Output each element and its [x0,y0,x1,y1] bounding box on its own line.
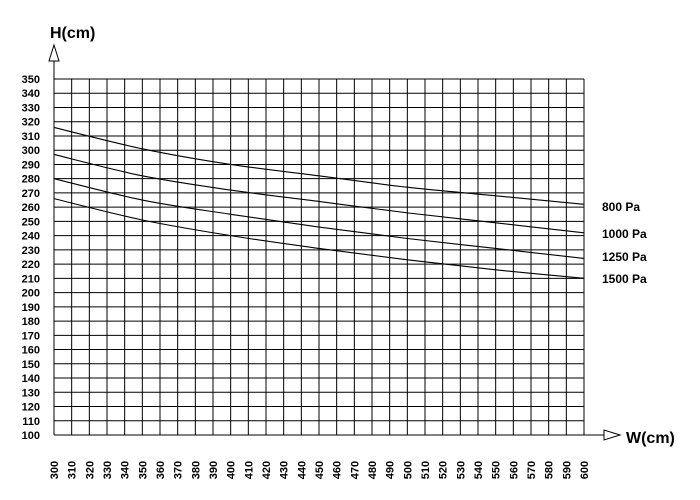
series-label: 1500 Pa [602,272,647,286]
x-tick-label: 440 [296,461,308,479]
y-tick-label: 350 [22,74,40,86]
x-tick-label: 540 [473,461,485,479]
y-tick-label: 160 [22,345,40,357]
y-tick-label: 230 [22,245,40,257]
y-tick-label: 170 [22,330,40,342]
x-tick-label: 360 [155,461,167,479]
y-tick-label: 280 [22,174,40,186]
y-tick-label: 150 [22,359,40,371]
x-tick-label: 330 [102,461,114,479]
y-tick-label: 240 [22,231,40,243]
x-tick-label: 590 [561,461,573,479]
x-tick-labels: 300 310 320 330 340 350 360 370 380 390 400 410 420 4… [49,461,591,479]
axes [48,43,622,441]
x-tick-label: 400 [226,461,238,479]
x-tick-label: 420 [261,461,273,479]
series-lines [53,126,585,279]
y-tick-label: 210 [22,273,40,285]
x-tick-label: 320 [84,461,96,479]
x-tick-label: 500 [402,461,414,479]
x-tick-label: 600 [579,461,591,479]
y-tick-label: 330 [22,102,40,114]
series-line [53,178,585,259]
x-tick-label: 520 [438,461,450,479]
x-tick-label: 510 [420,461,432,479]
y-tick-label: 340 [22,88,40,100]
x-tick-label: 550 [491,461,503,479]
x-tick-label: 340 [120,461,132,479]
x-tick-label: 430 [279,461,291,479]
grid [53,78,585,436]
x-tick-label: 570 [526,461,538,479]
x-tick-label: 380 [190,461,202,479]
y-tick-label: 300 [22,145,40,157]
x-tick-label: 530 [455,461,467,479]
x-tick-label: 580 [544,461,556,479]
x-tick-label: 460 [332,461,344,479]
series-label: 1000 Pa [602,227,647,241]
y-tick-label: 190 [22,302,40,314]
series-line [53,198,585,279]
x-axis-arrow-icon [603,429,622,441]
x-tick-label: 560 [508,461,520,479]
y-tick-label: 220 [22,259,40,271]
x-tick-label: 390 [208,461,220,479]
y-tick-label: 320 [22,117,40,129]
x-tick-label: 310 [67,461,79,479]
x-tick-label: 450 [314,461,326,479]
x-tick-label: 490 [385,461,397,479]
y-tick-label: 310 [22,131,40,143]
x-axis-title: W(cm) [626,430,675,447]
y-tick-label: 200 [22,288,40,300]
series-line [53,153,585,234]
y-tick-label: 130 [22,387,40,399]
y-tick-label: 100 [22,430,40,442]
y-tick-label: 140 [22,373,40,385]
y-tick-label: 110 [22,416,40,428]
series-labels: 800 Pa 1000 Pa 1250 Pa 1500 Pa [602,200,647,286]
series-label: 800 Pa [602,200,640,214]
x-tick-label: 350 [137,461,149,479]
x-tick-label: 480 [367,461,379,479]
y-tick-label: 260 [22,202,40,214]
y-tick-labels: 100 110 120 130 140 150 160 170 180 190 200 210 220 2… [22,74,40,442]
x-tick-label: 470 [349,461,361,479]
y-tick-label: 120 [22,402,40,414]
y-tick-label: 180 [22,316,40,328]
x-tick-label: 300 [49,461,61,479]
y-axis-title: H(cm) [50,25,95,42]
series-label: 1250 Pa [602,250,647,264]
y-tick-label: 250 [22,216,40,228]
y-axis-arrow-icon [48,43,60,62]
y-tick-label: 270 [22,188,40,200]
x-tick-label: 370 [173,461,185,479]
x-tick-label: 410 [243,461,255,479]
y-tick-label: 290 [22,159,40,171]
series-line [53,126,585,205]
